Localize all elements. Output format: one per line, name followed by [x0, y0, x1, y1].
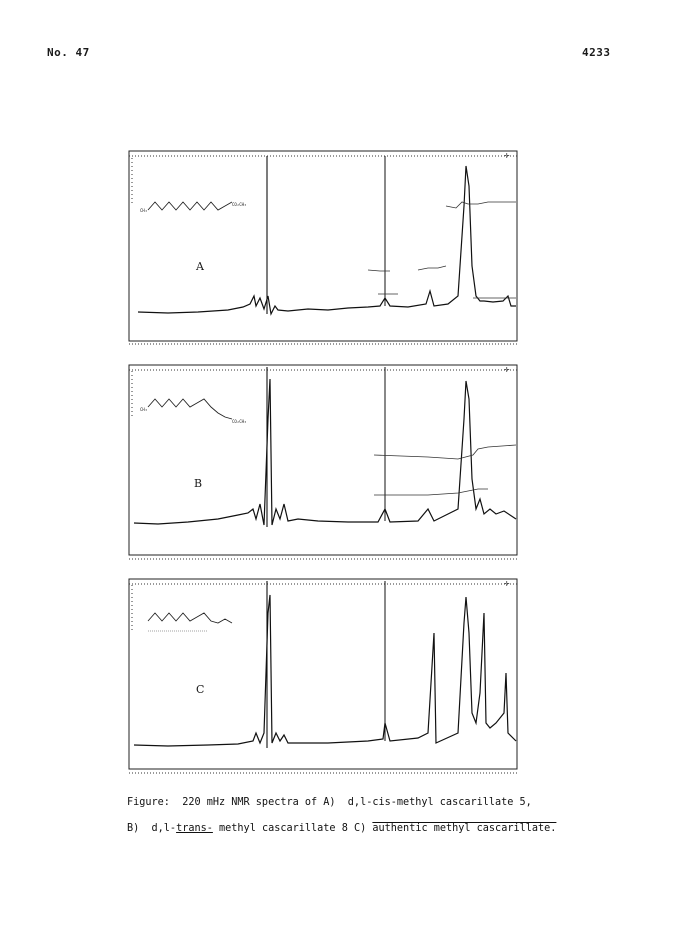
caption-authentic: authentic methyl cascarillate. [372, 823, 557, 834]
caption-ref-5: 5, [519, 797, 532, 808]
caption-trans-word: trans- [176, 823, 213, 834]
nmr-spectrum-c: ✛ C [128, 573, 520, 781]
panel-label-a: A [196, 260, 204, 273]
page-journal-number: No. 47 [47, 46, 90, 59]
svg-text:CO₂CH₃: CO₂CH₃ [232, 419, 246, 424]
spectrum-c-plot: ✛ [128, 578, 518, 774]
svg-text:CO₂CH₃: CO₂CH₃ [232, 202, 246, 207]
caption-line-2-middle: methyl cascarillate [212, 823, 342, 834]
page-number: 4233 [582, 46, 611, 59]
svg-text:CH₃: CH₃ [140, 407, 147, 412]
panel-label-c: C [196, 683, 205, 696]
spectrum-a-plot: CH₃ CO₂CH₃ ✛ [128, 150, 518, 345]
svg-text:✛: ✛ [504, 151, 509, 161]
caption-line-1-text: Figure: 220 mHz NMR spectra of A) d,l-ci… [127, 797, 520, 808]
svg-text:✛: ✛ [504, 579, 509, 589]
caption-line-2-c: C) [347, 823, 373, 834]
caption-line-2-prefix: B) d,l- [127, 823, 177, 834]
nmr-spectrum-a: CH₃ CO₂CH₃ ✛ A [128, 146, 520, 352]
caption-ref-8: 8 [341, 823, 348, 834]
svg-text:CH₃: CH₃ [140, 208, 147, 213]
panel-label-b: B [194, 477, 203, 490]
caption-line-1: Figure: 220 mHz NMR spectra of A) d,l-ci… [127, 796, 567, 809]
spectrum-b-plot: CH₃ CO₂CH₃ ✛ [128, 364, 518, 560]
nmr-spectrum-b: CH₃ CO₂CH₃ ✛ B [128, 359, 520, 567]
caption-line-2: B) d,l-trans- methyl cascarillate 8 C) a… [127, 822, 567, 835]
figure-caption: Figure: 220 mHz NMR spectra of A) d,l-ci… [127, 783, 567, 848]
svg-text:✛: ✛ [504, 365, 509, 375]
